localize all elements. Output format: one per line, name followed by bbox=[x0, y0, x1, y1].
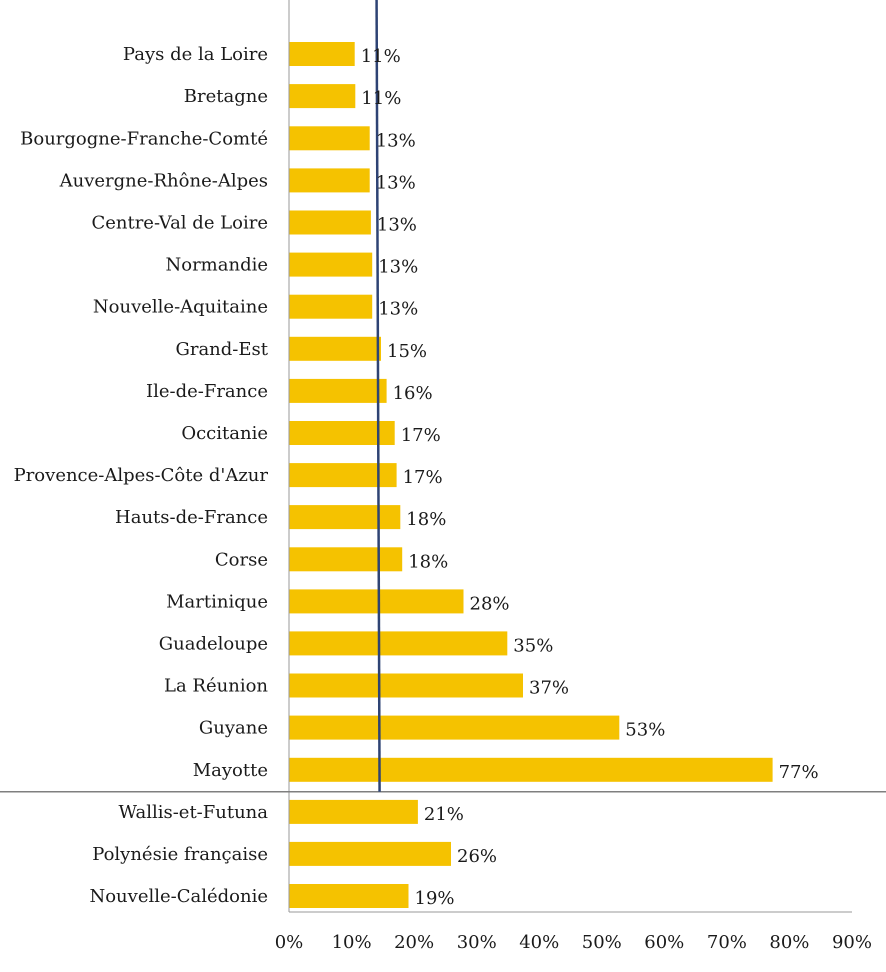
category-label-15: La Réunion bbox=[164, 676, 268, 697]
bar-16 bbox=[289, 715, 620, 740]
category-label-13: Martinique bbox=[166, 591, 268, 612]
reference-line bbox=[375, 0, 381, 792]
value-label-10: 17% bbox=[403, 467, 443, 488]
bar-12 bbox=[289, 547, 403, 572]
axes-group bbox=[0, 0, 886, 913]
bar-2 bbox=[289, 126, 370, 151]
category-label-5: Normandie bbox=[165, 255, 268, 276]
value-label-15: 37% bbox=[529, 678, 569, 699]
x-tick-label-3: 30% bbox=[457, 932, 497, 953]
x-tick-label-6: 60% bbox=[644, 932, 684, 953]
bar-7 bbox=[289, 336, 381, 361]
category-label-8: Ile-de-France bbox=[146, 381, 268, 402]
value-label-5: 13% bbox=[378, 257, 418, 278]
x-tick-label-0: 0% bbox=[275, 932, 304, 953]
value-label-7: 15% bbox=[387, 341, 427, 362]
category-label-16: Guyane bbox=[199, 718, 268, 739]
x-tick-label-9: 90% bbox=[832, 932, 872, 953]
bar-0 bbox=[289, 42, 355, 66]
x-tick-label-8: 80% bbox=[769, 932, 809, 953]
category-label-6: Nouvelle-Aquitaine bbox=[93, 297, 268, 318]
category-label-14: Guadeloupe bbox=[159, 633, 268, 654]
x-tick-label-5: 50% bbox=[582, 932, 622, 953]
category-label-4: Centre-Val de Loire bbox=[91, 213, 268, 234]
value-label-3: 13% bbox=[376, 172, 416, 193]
x-tick-label-1: 10% bbox=[332, 932, 372, 953]
x-tick-label-7: 70% bbox=[707, 932, 747, 953]
bar-18 bbox=[289, 799, 418, 824]
value-label-18: 21% bbox=[424, 804, 464, 825]
bar-5 bbox=[289, 252, 373, 277]
x-tick-label-2: 20% bbox=[394, 932, 434, 953]
value-label-11: 18% bbox=[406, 509, 446, 530]
labels-group: Pays de la Loire 11% Bretagne 11% Bourgogne-… bbox=[14, 44, 872, 953]
bar-19 bbox=[289, 841, 451, 866]
x-tick-label-4: 40% bbox=[519, 932, 559, 953]
value-label-12: 18% bbox=[408, 551, 448, 572]
value-label-20: 19% bbox=[415, 888, 455, 909]
value-label-1: 11% bbox=[361, 88, 401, 109]
bar-11 bbox=[289, 505, 401, 530]
value-label-16: 53% bbox=[625, 720, 665, 741]
category-label-9: Occitanie bbox=[181, 423, 268, 444]
category-label-3: Auvergne-Rhône-Alpes bbox=[59, 170, 268, 191]
bar-13 bbox=[289, 589, 464, 614]
value-label-13: 28% bbox=[470, 593, 510, 614]
value-label-9: 17% bbox=[401, 425, 441, 446]
bar-17 bbox=[289, 757, 773, 782]
value-label-0: 11% bbox=[361, 46, 401, 67]
bar-15 bbox=[289, 673, 523, 698]
bar-8 bbox=[289, 378, 387, 403]
bar-20 bbox=[289, 884, 409, 908]
value-label-2: 13% bbox=[376, 130, 416, 151]
bar-10 bbox=[289, 463, 397, 488]
category-label-11: Hauts-de-France bbox=[115, 507, 268, 528]
value-label-6: 13% bbox=[378, 299, 418, 320]
bar-14 bbox=[289, 631, 508, 656]
category-label-7: Grand-Est bbox=[175, 339, 268, 360]
category-label-2: Bourgogne-Franche-Comté bbox=[20, 128, 268, 149]
bar-3 bbox=[289, 168, 370, 193]
category-label-12: Corse bbox=[215, 549, 268, 570]
value-label-17: 77% bbox=[779, 762, 819, 783]
category-label-10: Provence-Alpes-Côte d'Azur bbox=[14, 465, 269, 486]
category-label-18: Wallis-et-Futuna bbox=[119, 802, 269, 823]
bar-6 bbox=[289, 294, 373, 319]
value-label-4: 13% bbox=[377, 215, 417, 236]
bars-group bbox=[289, 42, 773, 908]
value-label-8: 16% bbox=[393, 383, 433, 404]
category-label-0: Pays de la Loire bbox=[123, 44, 268, 65]
bar-4 bbox=[289, 210, 371, 235]
category-label-1: Bretagne bbox=[184, 86, 268, 107]
category-label-20: Nouvelle-Calédonie bbox=[89, 886, 268, 907]
category-label-19: Polynésie française bbox=[92, 844, 268, 865]
bar-1 bbox=[289, 84, 356, 109]
value-label-19: 26% bbox=[457, 846, 497, 867]
value-label-14: 35% bbox=[513, 635, 553, 656]
category-label-17: Mayotte bbox=[193, 760, 268, 781]
